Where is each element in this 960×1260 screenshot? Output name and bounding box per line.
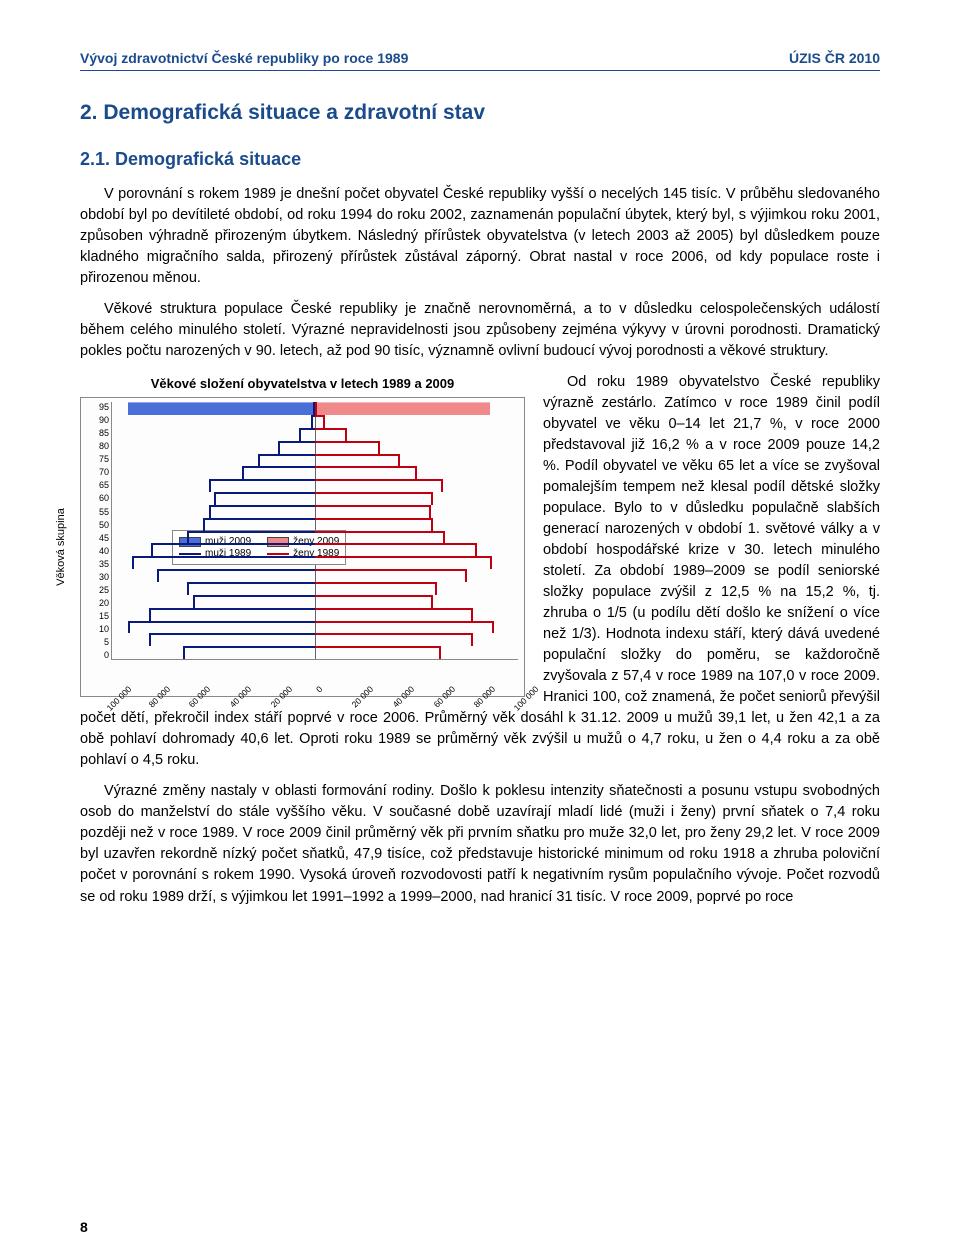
y-tick: 60 <box>87 493 109 503</box>
y-tick: 45 <box>87 533 109 543</box>
y-tick: 0 <box>87 650 109 660</box>
subsection-heading: 2.1. Demografická situace <box>80 149 880 170</box>
line-muzi1989 <box>258 454 315 467</box>
y-tick: 70 <box>87 467 109 477</box>
header-right: ÚZIS ČR 2010 <box>789 50 880 66</box>
line-muzi1989 <box>187 531 315 544</box>
chart-area: Věková skupina 9590858075706560555045403… <box>80 397 525 697</box>
line-zeny1989 <box>315 518 433 531</box>
y-tick: 50 <box>87 520 109 530</box>
line-muzi1989 <box>203 518 315 531</box>
line-zeny1989 <box>315 556 492 569</box>
line-zeny1989 <box>315 505 431 518</box>
line-zeny1989 <box>315 402 317 415</box>
y-tick: 25 <box>87 585 109 595</box>
chart-title: Věkové složení obyvatelstva v letech 198… <box>80 376 525 391</box>
line-muzi1989 <box>242 466 315 479</box>
section-heading: 2. Demografická situace a zdravotní stav <box>80 101 880 125</box>
header-left: Vývoj zdravotnictví České republiky po r… <box>80 50 408 66</box>
page-header: Vývoj zdravotnictví České republiky po r… <box>80 50 880 71</box>
y-tick: 55 <box>87 507 109 517</box>
y-tick: 35 <box>87 559 109 569</box>
line-zeny1989 <box>315 633 473 646</box>
line-zeny1989 <box>315 492 433 505</box>
line-zeny1989 <box>315 582 437 595</box>
paragraph-2: Věkové struktura populace České republik… <box>80 299 880 362</box>
y-tick: 85 <box>87 428 109 438</box>
line-zeny1989 <box>315 646 441 659</box>
population-pyramid-chart: Věkové složení obyvatelstva v letech 198… <box>80 376 525 697</box>
y-tick: 95 <box>87 402 109 412</box>
line-muzi1989 <box>151 543 315 556</box>
y-tick: 20 <box>87 598 109 608</box>
line-muzi1989 <box>299 428 315 441</box>
line-muzi1989 <box>183 646 315 659</box>
line-zeny1989 <box>315 531 445 544</box>
y-axis-label: Věková skupina <box>55 508 67 586</box>
chart-plot: muži 2009 ženy 2009 muži 1989 ženy 1989 <box>111 402 518 660</box>
line-zeny1989 <box>315 466 417 479</box>
line-muzi1989 <box>187 582 315 595</box>
line-zeny1989 <box>315 595 433 608</box>
y-tick: 40 <box>87 546 109 556</box>
paragraph-1: V porovnání s rokem 1989 je dnešní počet… <box>80 184 880 289</box>
y-tick: 65 <box>87 480 109 490</box>
line-muzi1989 <box>209 505 315 518</box>
y-tick: 30 <box>87 572 109 582</box>
line-muzi1989 <box>278 441 315 454</box>
y-tick: 15 <box>87 611 109 621</box>
line-muzi1989 <box>157 569 315 582</box>
line-zeny1989 <box>315 479 443 492</box>
line-zeny1989 <box>315 608 473 621</box>
line-zeny1989 <box>315 569 467 582</box>
x-axis-ticks: 100 00080 00060 00040 00020 000020 00040… <box>111 662 518 694</box>
y-tick: 10 <box>87 624 109 634</box>
line-zeny1989 <box>315 454 400 467</box>
y-tick: 80 <box>87 441 109 451</box>
x-tick: 0 <box>314 684 324 694</box>
line-zeny1989 <box>315 621 494 634</box>
line-muzi1989 <box>193 595 315 608</box>
paragraph-4: Výrazné změny nastaly v oblasti formován… <box>80 781 880 907</box>
line-zeny1989 <box>315 428 347 441</box>
line-muzi1989 <box>149 608 315 621</box>
page-number: 8 <box>80 1219 88 1235</box>
y-axis-ticks: 95908580757065605550454035302520151050 <box>87 402 109 660</box>
line-muzi1989 <box>214 492 316 505</box>
line-muzi1989 <box>128 621 315 634</box>
y-tick: 5 <box>87 637 109 647</box>
line-zeny1989 <box>315 543 477 556</box>
y-tick: 90 <box>87 415 109 425</box>
line-muzi1989 <box>149 633 315 646</box>
line-muzi1989 <box>132 556 315 569</box>
line-zeny1989 <box>315 415 325 428</box>
line-muzi1989 <box>209 479 315 492</box>
line-zeny1989 <box>315 441 380 454</box>
y-tick: 75 <box>87 454 109 464</box>
